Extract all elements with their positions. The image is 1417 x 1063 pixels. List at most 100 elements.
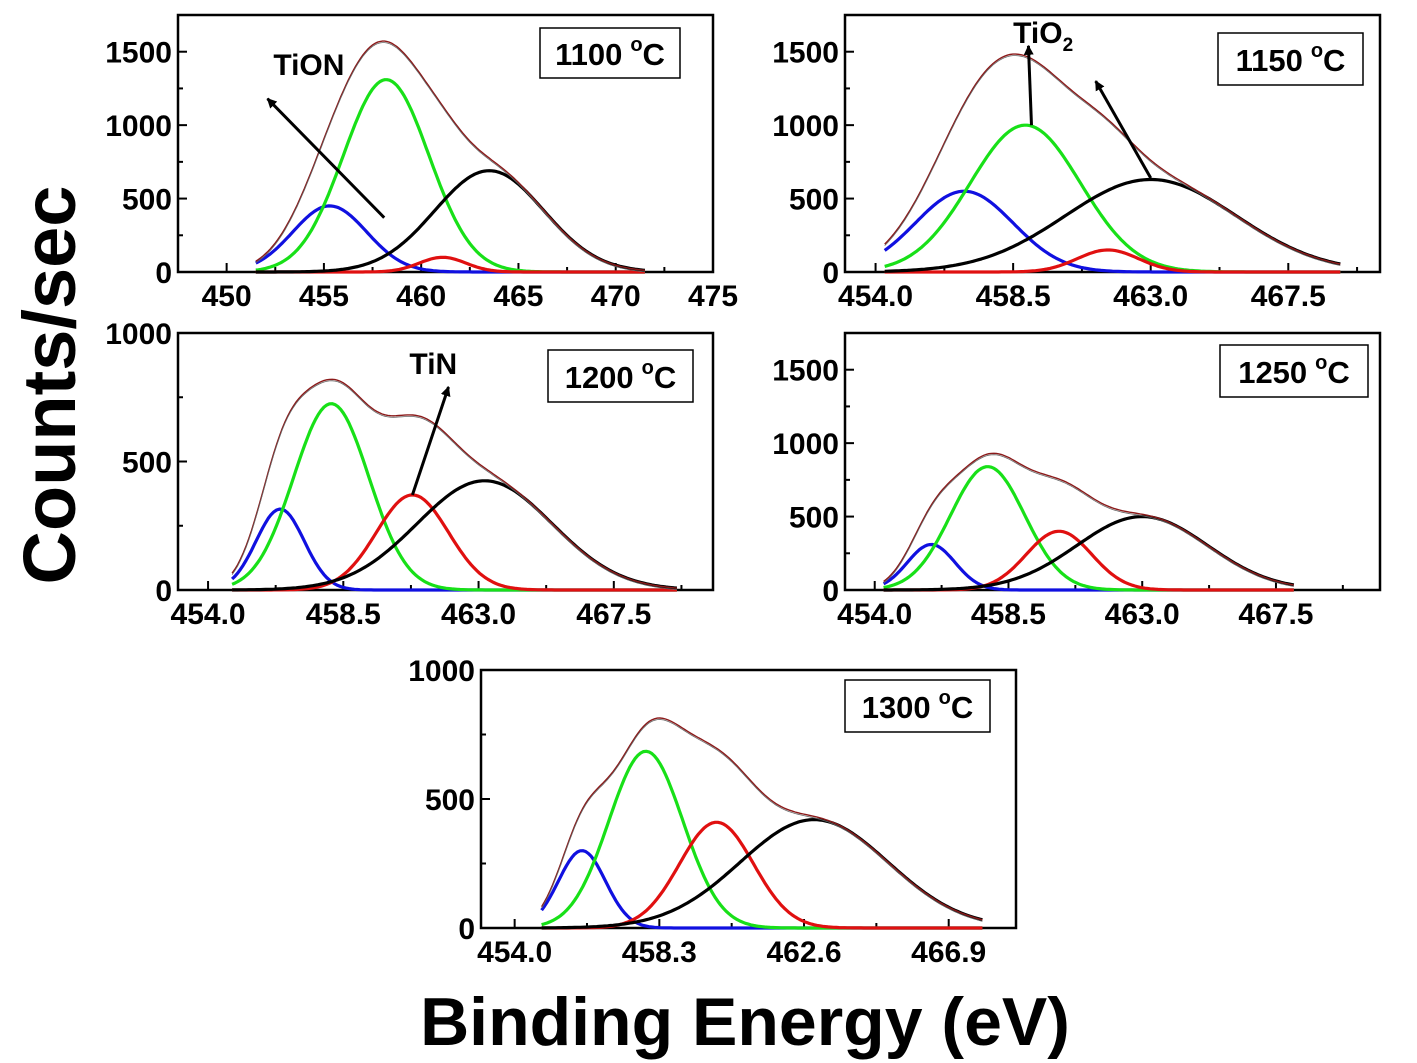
- x-tick-label: 467.5: [1238, 598, 1313, 631]
- y-tick-label: 0: [822, 257, 839, 290]
- fit-curve: [884, 55, 1341, 266]
- series-blue-curve: [255, 204, 645, 274]
- annotation-main-text: TiO: [1013, 17, 1062, 50]
- y-tick-label: 1000: [772, 428, 839, 461]
- x-tick-label: 465: [493, 280, 543, 313]
- temperature-unit: C: [1327, 355, 1349, 390]
- annotation-label: TiON: [273, 49, 344, 82]
- annotation-arrow: [1094, 80, 1153, 179]
- x-tick-label: 454.0: [171, 598, 246, 631]
- series-blue-curve: [540, 849, 983, 930]
- fit-curve: [255, 42, 645, 273]
- x-tick-label: 458.5: [971, 598, 1046, 631]
- x-tick-label: 463.0: [441, 598, 516, 631]
- temperature-unit: C: [654, 360, 676, 395]
- y-tick-label: 0: [458, 913, 475, 946]
- y-tick-label: 0: [155, 575, 172, 608]
- degree-superscript: o: [1311, 40, 1323, 62]
- x-tick-label: 462.6: [766, 936, 841, 969]
- panel-1300: 454.0 458.3 462.6 466.9 0 500 1000 1300 oC: [408, 655, 1018, 969]
- temperature-label: 1300 oC: [862, 687, 974, 725]
- series-red-curve: [884, 248, 1341, 274]
- x-tick-label: 463.0: [1113, 280, 1188, 313]
- temperature-value: 1300: [862, 690, 931, 725]
- y-tick-label: 1500: [772, 37, 839, 70]
- x-tick-label: 455: [299, 280, 349, 313]
- temperature-unit: C: [951, 690, 973, 725]
- annotation-label: TiO2: [1013, 17, 1073, 56]
- y-tick-label: 1000: [772, 110, 839, 143]
- panel-1200: 454.0 458.5 463.0 467.5 0 500 1000 TiN 1200 oC: [105, 318, 715, 631]
- panel-1150: 454.0 458.5 463.0 467.5 0 500 1000 1500 TiO2 1150…: [772, 13, 1382, 313]
- x-tick-label: 463.0: [1105, 598, 1180, 631]
- y-tick-label: 0: [822, 575, 839, 608]
- degree-superscript: o: [1315, 352, 1327, 374]
- x-tick-label: 450: [202, 280, 252, 313]
- degree-superscript: o: [630, 34, 642, 56]
- y-tick-label: 1500: [105, 37, 172, 70]
- y-tick-label: 500: [789, 184, 839, 217]
- temperature-badge: [539, 27, 681, 79]
- x-tick-label: 454.0: [477, 936, 552, 969]
- temperature-badge: [547, 349, 694, 403]
- series-red-curve: [232, 493, 677, 592]
- series-black-curve: [541, 817, 983, 930]
- series-black-curve: [232, 479, 678, 592]
- annotation-main-text: TiN: [409, 348, 457, 381]
- y-tick-label: 1000: [105, 110, 172, 143]
- series-green-curve: [231, 402, 677, 592]
- y-tick-label: 500: [122, 447, 172, 480]
- temperature-badge: [1217, 32, 1364, 86]
- series-red-curve: [541, 820, 983, 930]
- y-tick-label: 1000: [408, 655, 475, 688]
- temperature-label: 1100 oC: [555, 34, 665, 72]
- y-axis-title: Counts/sec: [8, 186, 91, 585]
- x-tick-label: 460: [396, 280, 446, 313]
- x-tick-label: 454.0: [837, 598, 912, 631]
- temperature-badge: [1219, 344, 1369, 398]
- temperature-value: 1250: [1238, 355, 1307, 390]
- series-blue-curve: [230, 507, 677, 592]
- x-tick-label: 458.5: [306, 598, 381, 631]
- y-tick-label: 1000: [105, 318, 172, 351]
- fit-curve: [883, 454, 1294, 587]
- y-tick-label: 1500: [772, 355, 839, 388]
- temperature-label: 1250 oC: [1238, 352, 1350, 390]
- series-green-curve: [883, 465, 1294, 592]
- annotation-arrow: [411, 386, 451, 496]
- envelope-curve: [884, 53, 1341, 265]
- y-tick-label: 500: [425, 784, 475, 817]
- panels-group: 450 455 460 465 470 475 0 500 1000 1500 TiON 1100 oC…: [105, 13, 1382, 969]
- degree-superscript: o: [939, 687, 951, 709]
- temperature-label: 1150 oC: [1236, 40, 1346, 78]
- fit-curve: [231, 380, 677, 590]
- temperature-value: 1200: [565, 360, 634, 395]
- annotation-label: TiN: [409, 348, 457, 381]
- x-tick-label: 467.5: [1251, 280, 1326, 313]
- temperature-unit: C: [643, 37, 665, 72]
- panel-1100: 450 455 460 465 470 475 0 500 1000 1500 TiON 1100 oC: [105, 13, 738, 313]
- series-red-curve: [255, 255, 645, 274]
- x-tick-label: 458.5: [976, 280, 1051, 313]
- envelope-curve: [231, 378, 677, 589]
- temperature-badge: [844, 679, 991, 733]
- y-tick-label: 500: [122, 184, 172, 217]
- annotation-subscript: 2: [1063, 35, 1074, 56]
- panel-1250: 454.0 458.5 463.0 467.5 0 500 1000 1500 1250 oC: [772, 331, 1382, 631]
- x-tick-label: 454.0: [838, 280, 913, 313]
- x-tick-label: 467.5: [576, 598, 651, 631]
- y-tick-label: 500: [789, 502, 839, 535]
- x-tick-label: 458.3: [622, 936, 697, 969]
- envelope-curve: [255, 40, 645, 271]
- temperature-value: 1150: [1236, 43, 1303, 78]
- series-green-curve: [255, 78, 645, 274]
- temperature-unit: C: [1323, 43, 1345, 78]
- y-tick-label: 0: [155, 257, 172, 290]
- x-tick-label: 466.9: [911, 936, 986, 969]
- envelope-curve: [883, 452, 1294, 586]
- annotation-arrow: [266, 97, 386, 219]
- x-tick-label: 475: [688, 280, 738, 313]
- x-tick-label: 470: [591, 280, 641, 313]
- fit-curve: [541, 719, 983, 922]
